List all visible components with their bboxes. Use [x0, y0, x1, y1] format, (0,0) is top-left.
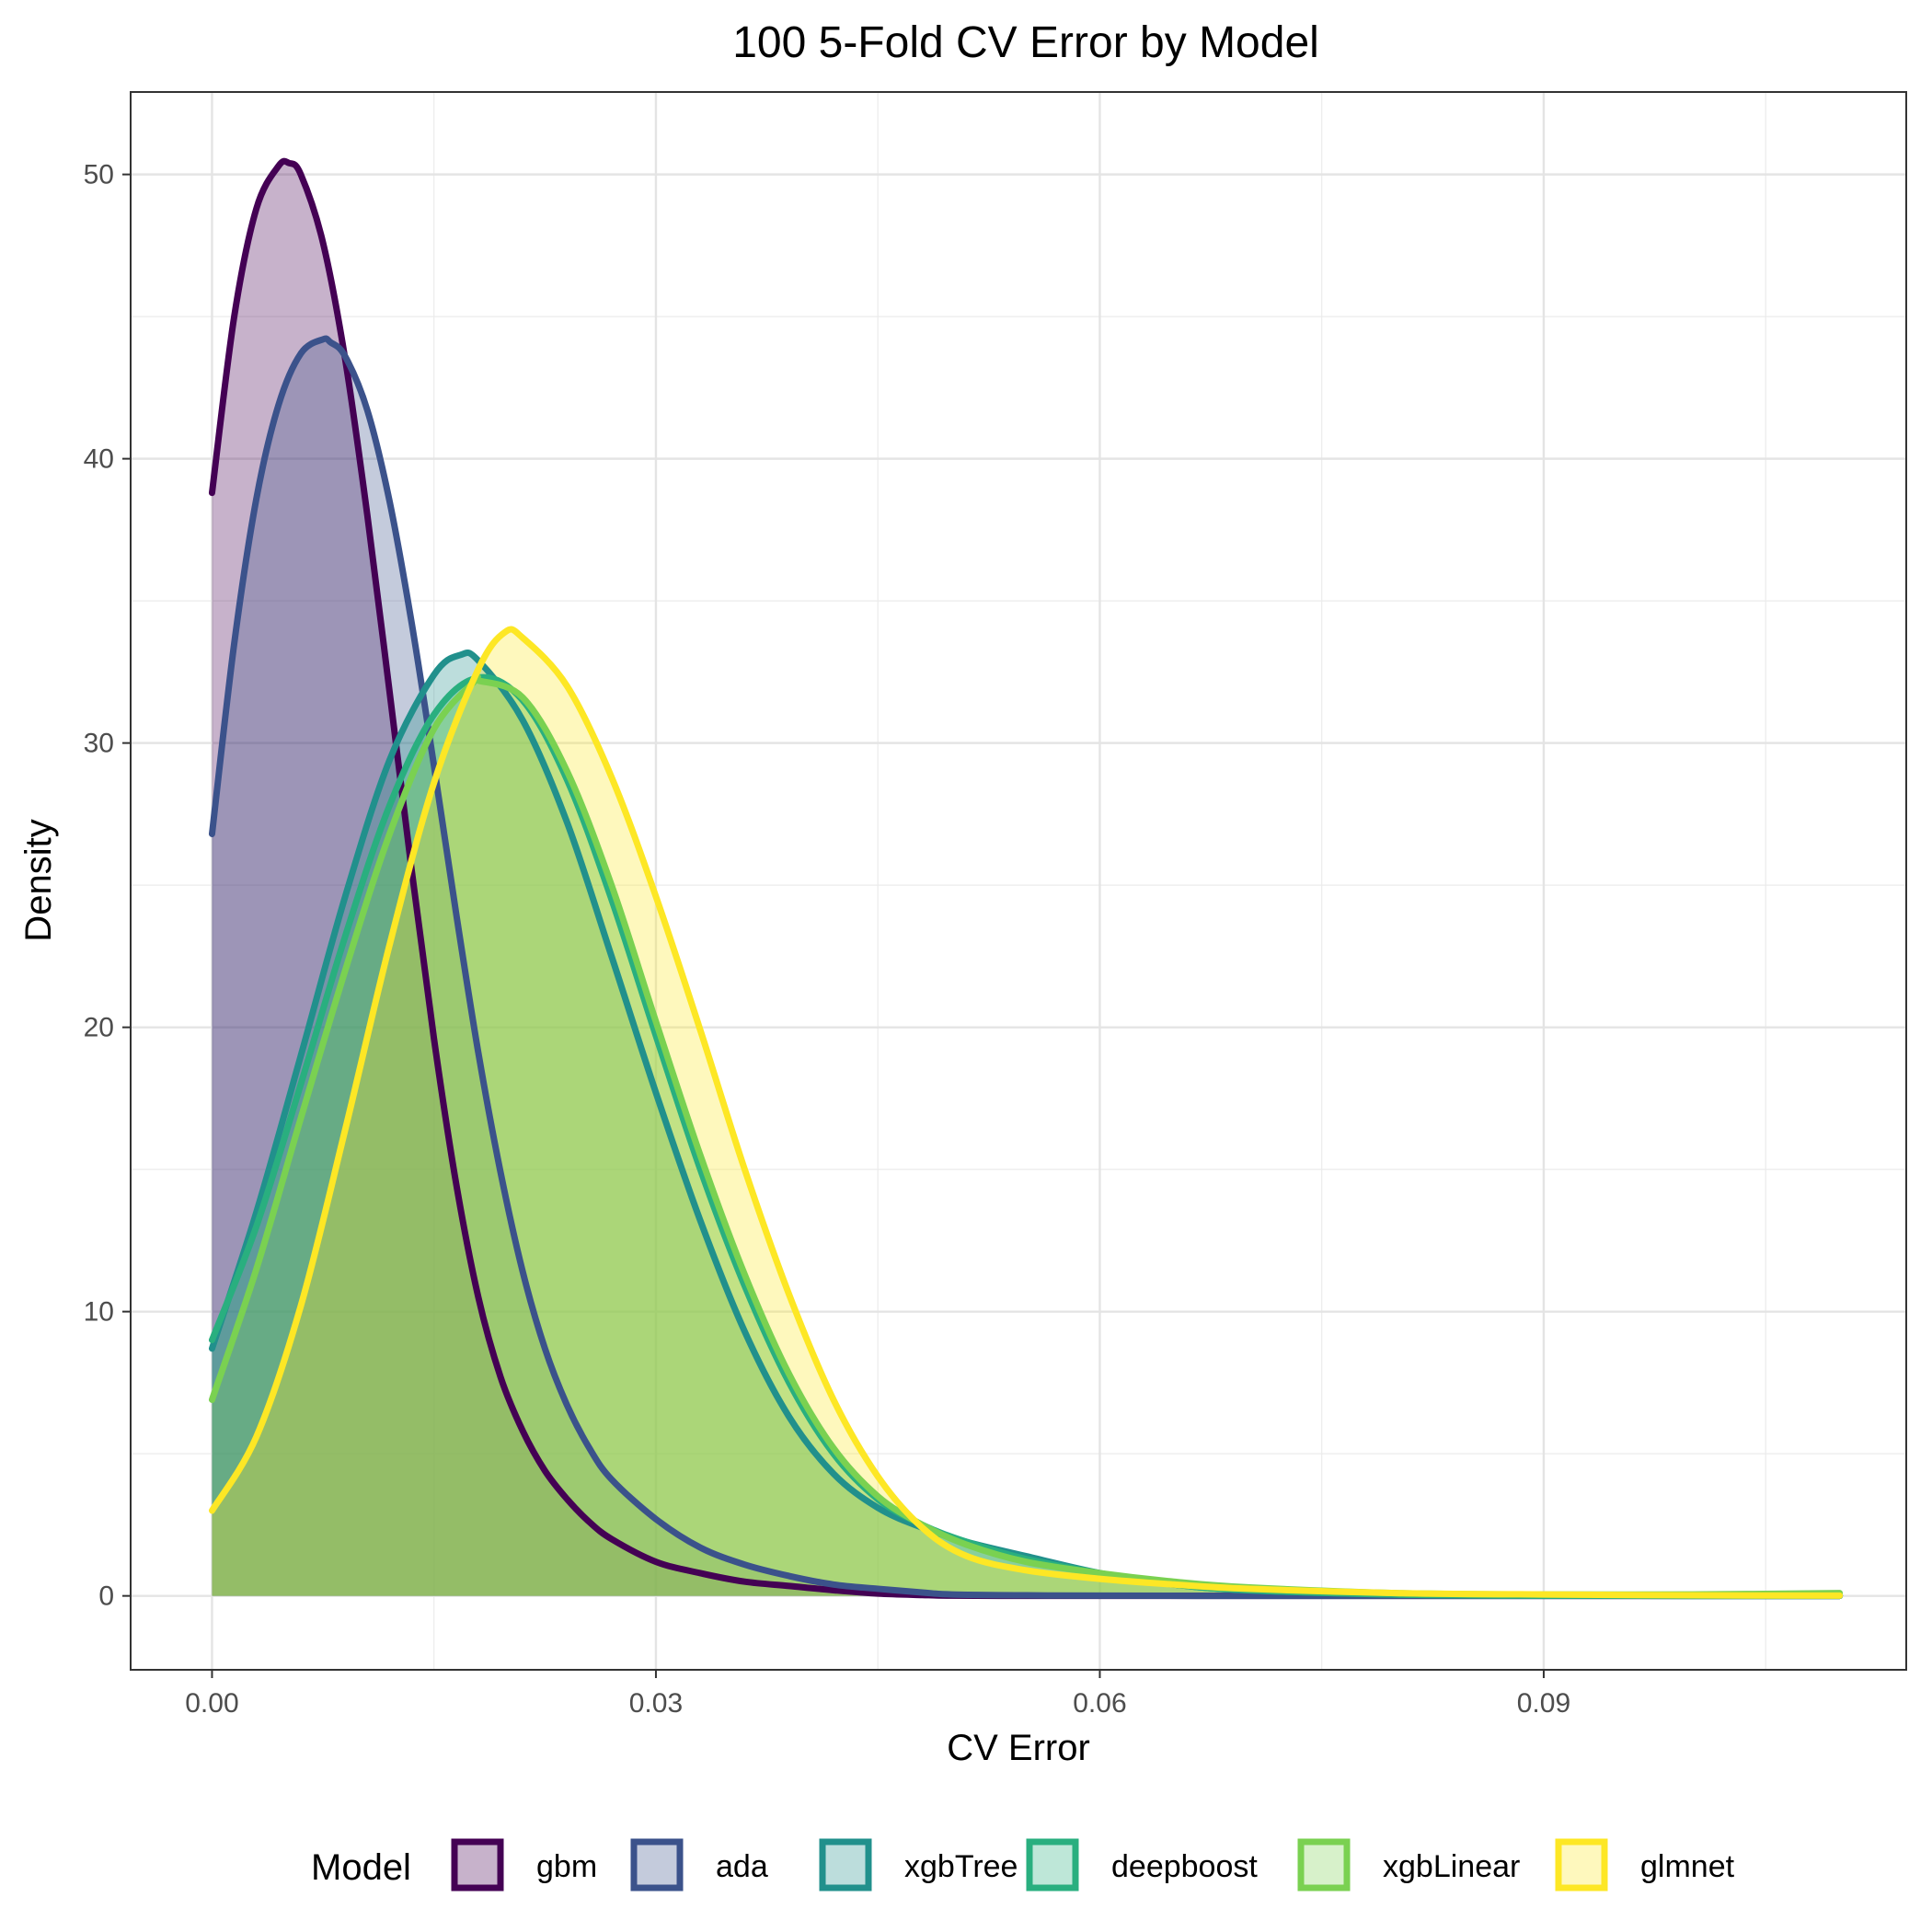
- density-area-gbm: [212, 161, 1840, 1596]
- legend-label-xgbTree: xgbTree: [904, 1849, 1018, 1884]
- y-tick-label: 50: [84, 160, 114, 190]
- density-area-ada: [212, 339, 1840, 1596]
- x-tick-label: 0.09: [1517, 1688, 1570, 1719]
- minor-gridlines: [131, 92, 1906, 1670]
- legend-title: Model: [311, 1847, 411, 1888]
- chart-title: 100 5-Fold CV Error by Model: [732, 18, 1319, 67]
- legend-key-glmnet: [1555, 1838, 1608, 1892]
- legend-key-xgbTree: [819, 1838, 872, 1892]
- y-tick-label: 10: [84, 1297, 114, 1328]
- legend-key-bg: [1555, 1838, 1608, 1892]
- legend-key-deepboost: [1026, 1838, 1079, 1892]
- x-tick-label: 0.03: [629, 1688, 683, 1719]
- legend-key-ada: [630, 1838, 684, 1892]
- major-gridlines: [131, 92, 1906, 1670]
- density-fills: [212, 161, 1840, 1596]
- y-axis-title: Density: [18, 819, 59, 941]
- plot-area: [130, 91, 1907, 1671]
- plot-panel: [131, 92, 1906, 1670]
- legend-key-bg: [1026, 1838, 1079, 1892]
- legend-label-xgbLinear: xgbLinear: [1383, 1849, 1520, 1884]
- legend-key-gbm: [451, 1838, 504, 1892]
- y-tick-label: 30: [84, 729, 114, 759]
- plot-border: [130, 91, 1907, 1671]
- density-lines: [208, 157, 1844, 1600]
- density-area-deepboost: [212, 677, 1840, 1596]
- legend-key-bg: [451, 1838, 504, 1892]
- x-tick-label: 0.06: [1073, 1688, 1126, 1719]
- legend: Model gbm ada xgbTree deepboost xgbLinear glm…: [311, 1838, 1735, 1892]
- x-axis-title: CV Error: [947, 1728, 1090, 1768]
- legend-label-deepboost: deepboost: [1111, 1849, 1258, 1884]
- density-line-glmnet: [208, 626, 1844, 1599]
- y-tick-label: 20: [84, 1013, 114, 1043]
- y-axis-ticks: 0 10 20 30 40 50: [84, 160, 131, 1612]
- density-area-xgbTree: [212, 652, 1840, 1596]
- x-axis-ticks: 0.00 0.03 0.06 0.09: [185, 1670, 1570, 1719]
- y-tick-label: 0: [98, 1581, 114, 1612]
- legend-key-bg: [819, 1838, 872, 1892]
- density-area-glmnet: [212, 629, 1840, 1596]
- legend-label-ada: ada: [716, 1849, 768, 1884]
- density-area-xgbLinear: [212, 675, 1840, 1596]
- density-line-ada: [208, 335, 1844, 1600]
- legend-key-bg: [630, 1838, 684, 1892]
- y-tick-label: 40: [84, 444, 114, 475]
- legend-label-glmnet: glmnet: [1640, 1849, 1735, 1884]
- legend-key-xgbLinear: [1297, 1838, 1351, 1892]
- legend-label-gbm: gbm: [536, 1849, 597, 1884]
- legend-key-bg: [1297, 1838, 1351, 1892]
- x-tick-label: 0.00: [185, 1688, 238, 1719]
